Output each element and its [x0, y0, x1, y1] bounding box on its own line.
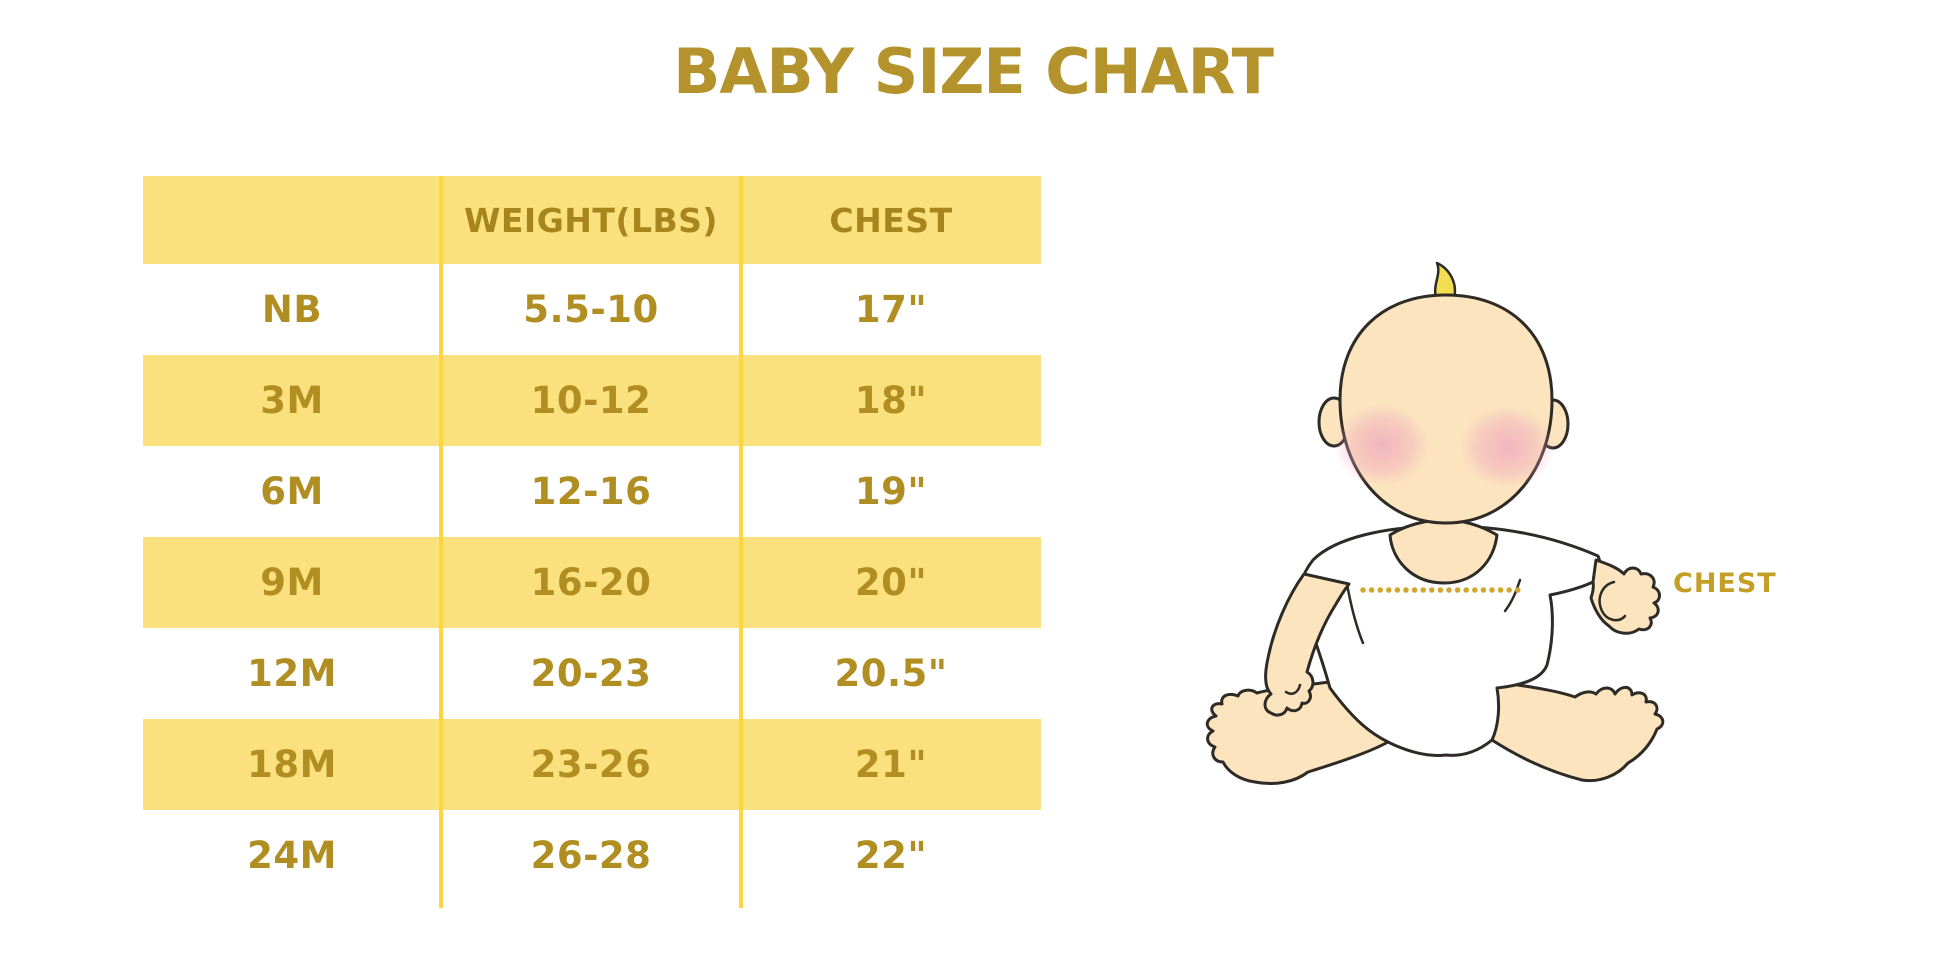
cell-weight: 10-12	[530, 379, 652, 422]
cell-size: 9M	[260, 561, 324, 604]
column-divider-1	[439, 176, 443, 908]
table-row-3m: 3M 10-12 18"	[143, 355, 1041, 446]
table-row-6m: 6M 12-16 19"	[143, 446, 1041, 537]
cell-chest: 17"	[854, 288, 928, 331]
cell-weight: 20-23	[530, 652, 652, 695]
cell-size: 24M	[247, 834, 337, 877]
left-sleeve-edge	[1345, 582, 1365, 645]
left-arm-icon	[1263, 572, 1351, 717]
left-blush-icon	[1334, 403, 1430, 487]
table-row-9m: 9M 16-20 20"	[143, 537, 1041, 628]
cell-size: 6M	[260, 470, 324, 513]
cell-chest: 18"	[854, 379, 928, 422]
cell-weight: 26-28	[530, 834, 652, 877]
cell-size: 3M	[260, 379, 324, 422]
table-header-row: WEIGHT(LBS) CHEST	[143, 176, 1041, 264]
cell-size: 12M	[247, 652, 337, 695]
cell-weight: 23-26	[530, 743, 652, 786]
header-cell-chest: CHEST	[829, 200, 953, 240]
cell-weight: 12-16	[530, 470, 652, 513]
cell-weight: 5.5-10	[523, 288, 659, 331]
size-chart-table: WEIGHT(LBS) CHEST NB 5.5-10 17" 3M 10-12…	[143, 176, 1041, 908]
cell-chest: 22"	[854, 834, 928, 877]
cell-size: 18M	[247, 743, 337, 786]
cell-size: NB	[261, 288, 323, 331]
chest-measure-label: CHEST	[1673, 568, 1777, 599]
right-arm-icon	[1589, 558, 1661, 635]
right-leg-icon	[1484, 680, 1665, 783]
cell-chest: 20.5"	[834, 652, 948, 695]
left-hand-finger-line	[1284, 683, 1302, 695]
table-row-24m: 24M 26-28 22"	[143, 810, 1041, 901]
header-cell-size	[143, 176, 441, 264]
table-row-18m: 18M 23-26 21"	[143, 719, 1041, 810]
right-sleeve-edge	[1503, 578, 1522, 613]
baby-illustration	[1205, 261, 1665, 786]
column-divider-2	[739, 176, 743, 908]
page-title: BABY SIZE CHART	[673, 35, 1274, 108]
left-leg-icon	[1205, 680, 1390, 786]
right-thumb-line	[1598, 580, 1627, 622]
table-row-12m: 12M 20-23 20.5"	[143, 628, 1041, 719]
baby-shirt-icon	[1298, 524, 1602, 757]
cell-chest: 20"	[854, 561, 928, 604]
table-row-nb: NB 5.5-10 17"	[143, 264, 1041, 355]
right-blush-icon	[1459, 405, 1555, 489]
header-cell-weight: WEIGHT(LBS)	[463, 200, 719, 240]
cell-weight: 16-20	[530, 561, 652, 604]
cell-chest: 21"	[854, 743, 928, 786]
cell-chest: 19"	[854, 470, 928, 513]
